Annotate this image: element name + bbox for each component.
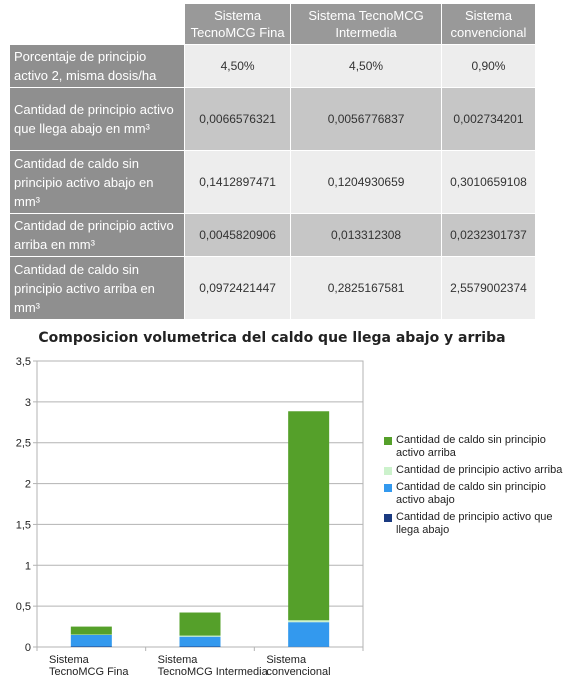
bar-segment	[70, 626, 112, 635]
table-row: Cantidad de caldo sin principio activo a…	[10, 257, 535, 319]
legend-item: Cantidad de principio activo arriba	[384, 464, 576, 477]
legend-label: Cantidad de principio activo que llega a…	[396, 511, 553, 536]
row-header: Cantidad de caldo sin principio activo a…	[10, 151, 184, 213]
bar-segment	[179, 612, 221, 636]
table-cell: 0,013312308	[291, 214, 441, 256]
column-header: Sistema convencional	[441, 4, 535, 44]
legend-label: Cantidad de principio activo arriba	[396, 464, 563, 476]
bar-segment	[179, 636, 221, 647]
table-cell: 0,0066576321	[185, 88, 291, 150]
bar-segment	[288, 411, 330, 621]
legend-swatch	[384, 484, 392, 492]
table-cell: 4,50%	[185, 45, 291, 87]
table-cell: 0,3010659108	[441, 151, 535, 213]
x-tick-label: Sistema	[266, 654, 307, 666]
y-tick-label: 1	[25, 560, 31, 572]
bar-segment	[70, 634, 112, 647]
x-tick-label: TecnoMCG Fina	[49, 666, 129, 678]
row-header: Cantidad de caldo sin principio activo a…	[10, 257, 184, 319]
column-header: Sistema TecnoMCG Intermedia	[291, 4, 441, 44]
row-header: Porcentaje de principio activo 2, misma …	[10, 45, 184, 87]
y-tick-label: 2,5	[16, 438, 31, 450]
table-cell: 0,0972421447	[185, 257, 291, 319]
table-cell: 0,1204930659	[291, 151, 441, 213]
legend-item: Cantidad de principio activo que llega a…	[384, 511, 576, 537]
y-tick-label: 0	[25, 642, 31, 654]
legend-label: Cantidad de caldo sin principio activo a…	[396, 481, 546, 506]
legend-swatch	[384, 437, 392, 445]
bar-segment	[70, 646, 112, 647]
table-row: Cantidad de principio activo arriba en m…	[10, 214, 535, 256]
row-header: Cantidad de principio activo arriba en m…	[10, 214, 184, 256]
y-tick-label: 3	[25, 397, 31, 409]
data-table: Sistema TecnoMCG Fina Sistema TecnoMCG I…	[9, 3, 536, 320]
legend-swatch	[384, 514, 392, 522]
legend-label: Cantidad de caldo sin principio activo a…	[396, 434, 546, 459]
table-cell: 4,50%	[291, 45, 441, 87]
table-cell: 0,2825167581	[291, 257, 441, 319]
table-row: Porcentaje de principio activo 2, misma …	[10, 45, 535, 87]
legend-swatch	[384, 467, 392, 475]
x-tick-label: convencional	[266, 666, 330, 678]
bar-segment	[288, 620, 330, 623]
table-cell: 0,0056776837	[291, 88, 441, 150]
legend-item: Cantidad de caldo sin principio activo a…	[384, 434, 576, 460]
x-tick-label: Sistema	[158, 654, 199, 666]
y-tick-label: 3,5	[16, 356, 31, 368]
table-row: Cantidad de caldo sin principio activo a…	[10, 151, 535, 213]
x-tick-label: TecnoMCG Intermedia	[158, 666, 269, 678]
table-cell: 0,90%	[441, 45, 535, 87]
table-corner	[10, 4, 184, 44]
bar-segment	[288, 622, 330, 647]
chart-title: Composicion volumetrica del caldo que ll…	[38, 330, 506, 346]
bar-segment	[179, 635, 221, 637]
table-row: Cantidad de principio activo que llega a…	[10, 88, 535, 150]
table-cell: 2,5579002374	[441, 257, 535, 319]
row-header: Cantidad de principio activo que llega a…	[10, 88, 184, 150]
legend-item: Cantidad de caldo sin principio activo a…	[384, 481, 576, 507]
table-header-row: Sistema TecnoMCG Fina Sistema TecnoMCG I…	[10, 4, 535, 44]
chart-legend: Cantidad de caldo sin principio activo a…	[384, 434, 576, 541]
y-tick-label: 0,5	[16, 601, 31, 613]
table-cell: 0,0232301737	[441, 214, 535, 256]
x-tick-label: Sistema	[49, 654, 90, 666]
table-cell: 0,0045820906	[185, 214, 291, 256]
column-header: Sistema TecnoMCG Fina	[185, 4, 291, 44]
table-cell: 0,002734201	[441, 88, 535, 150]
y-tick-label: 1,5	[16, 519, 31, 531]
table-cell: 0,1412897471	[185, 151, 291, 213]
y-tick-label: 2	[25, 479, 31, 491]
